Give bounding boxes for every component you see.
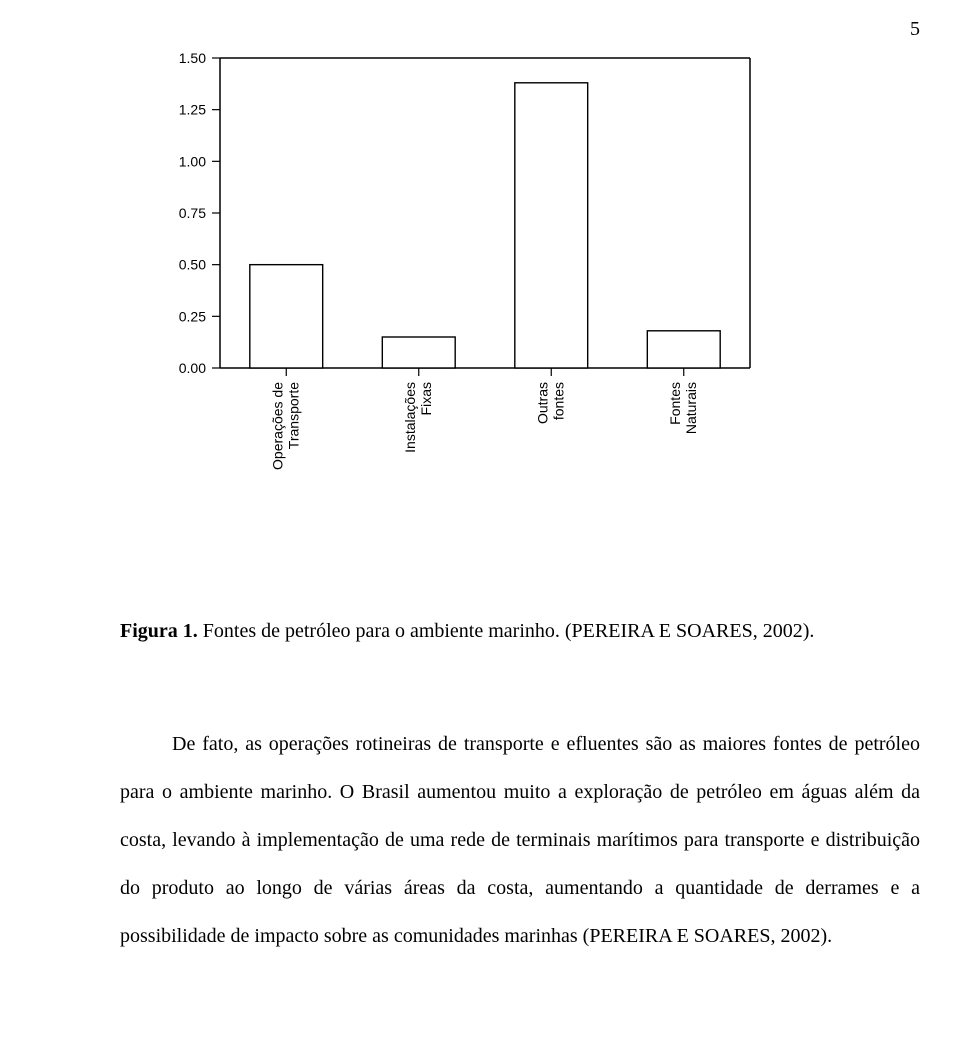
svg-text:fontes: fontes [550,382,566,420]
svg-text:Fixas: Fixas [418,382,434,415]
figure-1: 0.00 0.25 0.50 0.75 1.00 1.25 1.50 Operações de… [110,40,760,590]
svg-text:1.50: 1.50 [179,50,206,66]
svg-text:0.25: 0.25 [179,308,206,324]
svg-text:0.75: 0.75 [179,205,206,221]
svg-text:0.50: 0.50 [179,257,206,273]
svg-text:Instalações: Instalações [402,382,418,453]
svg-text:Fontes: Fontes [667,382,683,425]
page-root: 5 0.00 0.25 0.50 0.75 1.00 1.25 1.50 Operações … [0,0,960,1042]
svg-text:Operações de: Operações de [269,382,285,470]
body-paragraph: De fato, as operações rotineiras de tran… [120,720,920,960]
svg-text:1.00: 1.00 [179,153,206,169]
caption-label: Figura 1. [120,620,198,642]
svg-text:0.00: 0.00 [179,360,206,376]
page-number: 5 [910,18,920,41]
svg-text:Naturais: Naturais [683,382,699,434]
bar-chart: 0.00 0.25 0.50 0.75 1.00 1.25 1.50 Operações de… [110,40,760,590]
svg-text:Transporte: Transporte [285,382,301,449]
svg-text:Outras: Outras [534,382,550,424]
svg-text:1.25: 1.25 [179,102,206,118]
figure-caption: Figura 1. Fontes de petróleo para o ambi… [120,620,840,643]
caption-text: Fontes de petróleo para o ambiente marin… [198,620,815,642]
paragraph-text: De fato, as operações rotineiras de tran… [120,733,920,947]
